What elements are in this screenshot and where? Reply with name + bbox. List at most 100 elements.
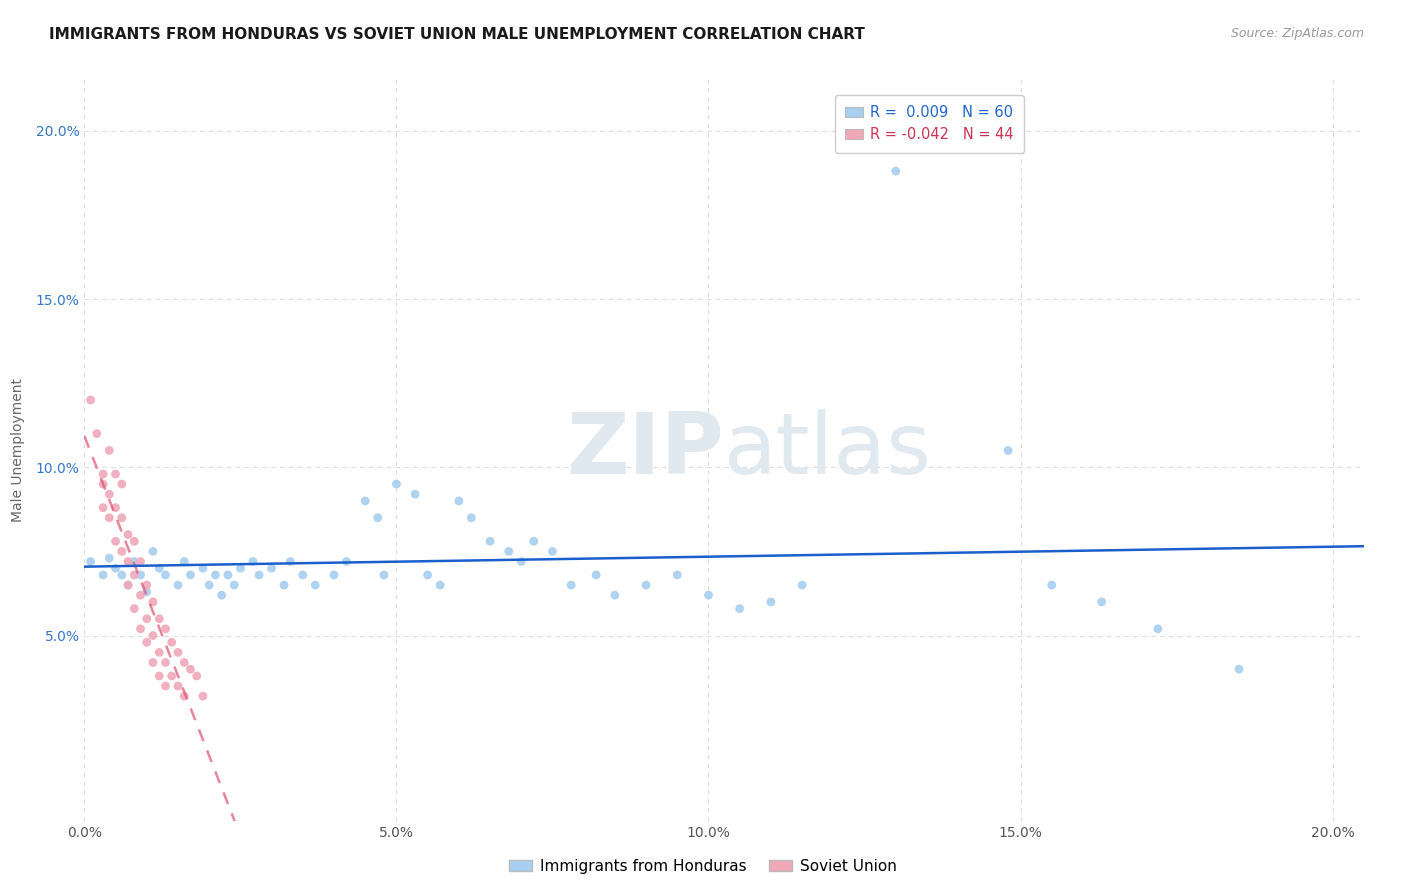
- Point: [104, 500, 127, 515]
- Point: [98, 551, 121, 566]
- Point: [479, 534, 502, 549]
- Point: [148, 612, 170, 626]
- Point: [155, 622, 177, 636]
- Point: [416, 568, 439, 582]
- Point: [728, 601, 751, 615]
- Point: [117, 554, 139, 569]
- Point: [142, 656, 165, 670]
- Point: [104, 561, 127, 575]
- Point: [142, 628, 165, 642]
- Point: [666, 568, 689, 582]
- Point: [148, 669, 170, 683]
- Point: [179, 568, 201, 582]
- Point: [124, 568, 146, 582]
- Point: [191, 561, 214, 575]
- Point: [142, 544, 165, 558]
- Point: [186, 669, 208, 683]
- Point: [335, 554, 357, 569]
- Point: [367, 510, 389, 524]
- Point: [242, 554, 264, 569]
- Point: [204, 568, 226, 582]
- Point: [697, 588, 720, 602]
- Point: [129, 554, 152, 569]
- Point: [354, 494, 377, 508]
- Point: [229, 561, 252, 575]
- Point: [98, 487, 121, 501]
- Point: [1147, 622, 1170, 636]
- Point: [98, 443, 121, 458]
- Point: [124, 534, 146, 549]
- Text: IMMIGRANTS FROM HONDURAS VS SOVIET UNION MALE UNEMPLOYMENT CORRELATION CHART: IMMIGRANTS FROM HONDURAS VS SOVIET UNION…: [49, 27, 865, 42]
- Point: [585, 568, 607, 582]
- Point: [790, 578, 813, 592]
- Point: [1227, 662, 1250, 676]
- Point: [447, 494, 470, 508]
- Point: [523, 534, 546, 549]
- Point: [160, 635, 183, 649]
- Point: [323, 568, 346, 582]
- Point: [603, 588, 626, 602]
- Point: [304, 578, 326, 592]
- Point: [148, 561, 170, 575]
- Legend: R =  0.009   N = 60, R = -0.042   N = 44: R = 0.009 N = 60, R = -0.042 N = 44: [835, 95, 1024, 153]
- Point: [86, 426, 108, 441]
- Point: [198, 578, 221, 592]
- Point: [173, 656, 195, 670]
- Point: [129, 588, 152, 602]
- Point: [117, 578, 139, 592]
- Point: [129, 568, 152, 582]
- Point: [155, 568, 177, 582]
- Point: [510, 554, 533, 569]
- Point: [91, 477, 114, 491]
- Point: [217, 568, 239, 582]
- Y-axis label: Male Unemployment: Male Unemployment: [10, 378, 24, 523]
- Point: [211, 588, 233, 602]
- Point: [385, 477, 408, 491]
- Point: [124, 601, 146, 615]
- Point: [404, 487, 426, 501]
- Point: [98, 510, 121, 524]
- Point: [79, 554, 101, 569]
- Point: [636, 578, 658, 592]
- Point: [247, 568, 270, 582]
- Point: [429, 578, 451, 592]
- Legend: Immigrants from Honduras, Soviet Union: Immigrants from Honduras, Soviet Union: [503, 853, 903, 880]
- Point: [91, 568, 114, 582]
- Point: [124, 554, 146, 569]
- Point: [1040, 578, 1063, 592]
- Point: [111, 477, 134, 491]
- Point: [104, 467, 127, 481]
- Point: [91, 500, 114, 515]
- Point: [117, 578, 139, 592]
- Point: [167, 679, 190, 693]
- Point: [129, 622, 152, 636]
- Point: [135, 635, 157, 649]
- Point: [142, 595, 165, 609]
- Point: [541, 544, 564, 558]
- Point: [91, 467, 114, 481]
- Point: [278, 554, 301, 569]
- Point: [560, 578, 582, 592]
- Point: [117, 527, 139, 541]
- Point: [135, 584, 157, 599]
- Point: [79, 392, 101, 407]
- Point: [224, 578, 246, 592]
- Point: [111, 510, 134, 524]
- Point: [273, 578, 295, 592]
- Point: [373, 568, 395, 582]
- Point: [111, 544, 134, 558]
- Point: [291, 568, 314, 582]
- Point: [155, 656, 177, 670]
- Point: [191, 689, 214, 703]
- Point: [167, 645, 190, 659]
- Point: [148, 645, 170, 659]
- Text: ZIP: ZIP: [567, 409, 724, 492]
- Point: [173, 689, 195, 703]
- Point: [104, 534, 127, 549]
- Point: [135, 612, 157, 626]
- Point: [460, 510, 482, 524]
- Point: [135, 578, 157, 592]
- Point: [759, 595, 782, 609]
- Point: [179, 662, 201, 676]
- Point: [111, 568, 134, 582]
